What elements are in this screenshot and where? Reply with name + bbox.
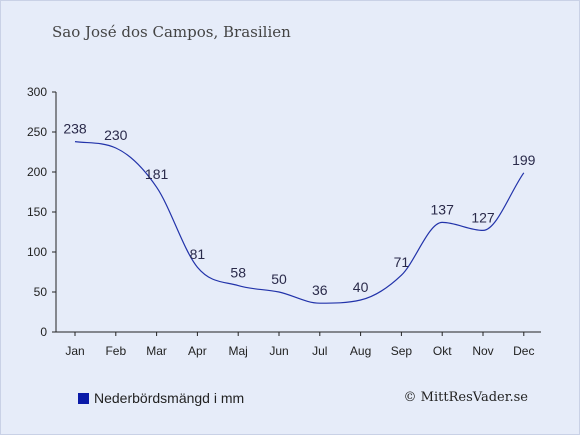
x-tick-label: Apr [188, 344, 207, 358]
data-label: 81 [190, 246, 206, 262]
data-label: 71 [394, 254, 410, 270]
data-label: 40 [353, 279, 369, 295]
data-label: 199 [512, 152, 536, 168]
x-tick-label: Okt [433, 344, 452, 358]
y-tick-label: 250 [27, 125, 47, 139]
legend-label: Nederbördsmängd i mm [94, 390, 245, 406]
data-label: 50 [271, 271, 287, 287]
data-label: 238 [63, 121, 87, 137]
y-tick-label: 300 [27, 85, 47, 99]
x-tick-label: Sep [391, 344, 413, 358]
chart-subtitle: Sao José dos Campos, Brasilien [52, 23, 291, 41]
x-tick-label: Feb [105, 344, 126, 358]
x-tick-label: Dec [513, 344, 534, 358]
legend-swatch [78, 392, 89, 404]
x-tick-label: Aug [350, 344, 371, 358]
data-label: 230 [104, 127, 128, 143]
data-label: 36 [312, 282, 328, 298]
data-label: 181 [145, 166, 169, 182]
data-label: 127 [471, 209, 495, 225]
y-tick-label: 50 [34, 285, 48, 299]
x-tick-label: Jan [65, 344, 84, 358]
data-label-layer: 238 230 181 81 58 50 36 40 71 137 127 199 [63, 121, 535, 299]
series-line-precipitation [74, 141, 525, 304]
y-tick-label: 100 [27, 245, 47, 259]
y-tick-label: 150 [27, 205, 47, 219]
x-tick-label: Maj [229, 344, 248, 358]
x-tick-label: Jun [269, 344, 288, 358]
x-tick-label: Jul [312, 344, 327, 358]
x-tick-label: Nov [472, 344, 493, 358]
series-layer [74, 141, 525, 304]
y-tick-label: 0 [40, 325, 47, 339]
copyright-credit: © MittResVader.se [403, 390, 528, 405]
legend: Nederbördsmängd i mm [78, 390, 244, 406]
data-label: 58 [230, 265, 246, 281]
chart-axes: 0 50 100 150 200 250 300 Jan Feb Mar Apr Maj Jun Jul A… [27, 85, 541, 358]
x-tick-label: Mar [146, 344, 167, 358]
data-label: 137 [431, 201, 455, 217]
y-tick-label: 200 [27, 165, 47, 179]
